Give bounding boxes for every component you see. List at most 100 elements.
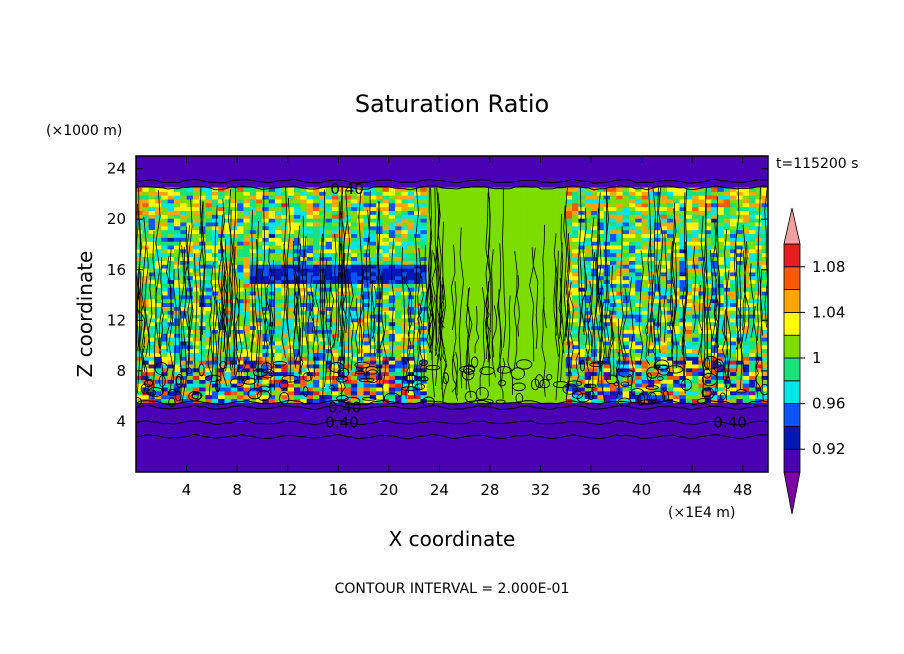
heatmap-cell [331,291,339,296]
heatmap-cell [224,199,232,204]
heatmap-cell [628,191,636,196]
heatmap-cell [243,306,251,311]
heatmap-cell [685,264,693,269]
heatmap-cell [325,214,333,219]
heatmap-cell [559,352,567,357]
heatmap-cell [641,356,649,361]
heatmap-cell [142,187,150,192]
heatmap-cell [527,310,535,315]
heatmap-cell [312,356,320,361]
heatmap-cell [249,268,257,273]
heatmap-cell [584,283,592,288]
heatmap-cell [591,295,598,300]
heatmap-cell [540,210,548,215]
heatmap-cell [262,206,270,212]
heatmap-cell [300,348,308,353]
heatmap-cell [287,248,295,254]
heatmap-cell [319,214,326,219]
heatmap-cell [363,245,371,250]
heatmap-cell [458,291,466,296]
heatmap-cell [660,214,668,219]
heatmap-cell [388,298,396,304]
heatmap-cell [477,195,484,200]
heatmap-cell [230,306,238,311]
heatmap-cell [521,348,529,353]
heatmap-cell [628,344,636,350]
heatmap-cell [325,264,333,269]
heatmap-cell [597,352,605,357]
heatmap-cell [464,202,472,208]
heatmap-cell [426,371,434,377]
heatmap-cell [161,256,168,261]
heatmap-cell [572,214,579,219]
heatmap-cell [489,233,497,238]
heatmap-cell [325,233,333,238]
heatmap-cell [256,379,263,384]
heatmap-cell [647,275,655,281]
heatmap-cell [281,314,289,319]
heatmap-cell [641,237,649,242]
heatmap-cell [369,187,377,192]
heatmap-cell [249,379,257,384]
heatmap-cell [647,364,655,369]
heatmap-cell [515,241,522,246]
heatmap-cell [180,367,187,373]
heatmap-cell [622,356,630,361]
heatmap-cell [256,310,263,315]
heatmap-cell [136,394,143,400]
heatmap-cell [628,348,636,353]
heatmap-cell [508,195,516,200]
heatmap-cell [148,302,156,307]
heatmap-cell [243,325,251,330]
heatmap-cell [641,318,649,323]
heatmap-cell [243,383,251,388]
heatmap-cell [256,333,263,338]
heatmap-cell [382,287,390,292]
heatmap-cell [338,202,345,208]
heatmap-cell [306,337,314,342]
heatmap-cell [578,256,586,261]
heatmap-cell [464,191,472,196]
heatmap-cell [426,202,434,208]
heatmap-cell [312,321,320,327]
heatmap-cell [622,337,630,342]
heatmap-cell [173,218,181,223]
heatmap-cell [420,364,428,369]
heatmap-cell [300,191,308,196]
heatmap-cell [388,302,396,307]
heatmap-cell [666,275,674,281]
heatmap-cell [559,371,567,377]
heatmap-cell [515,341,522,346]
heatmap-cell [136,206,143,212]
heatmap-cell [458,252,466,258]
heatmap-cell [268,225,276,231]
heatmap-cell [148,206,156,212]
heatmap-cell [205,310,213,315]
heatmap-cell [584,275,592,281]
heatmap-cell [578,337,586,342]
heatmap-cell [142,199,150,204]
heatmap-cell [654,356,661,361]
heatmap-cell [527,229,535,235]
heatmap-cell [395,272,402,277]
heatmap-cell [205,298,213,304]
heatmap-cell [616,229,624,235]
heatmap-cell [395,195,402,200]
heatmap-cell [300,218,308,223]
heatmap-cell [281,337,289,342]
heatmap-cell [300,272,308,277]
heatmap-cell [192,252,200,258]
heatmap-cell [237,379,244,384]
heatmap-cell [142,206,150,212]
heatmap-cell [635,275,642,281]
heatmap-cell [470,191,478,196]
heatmap-cell [148,210,156,215]
heatmap-cell [685,295,693,300]
heatmap-cell [224,237,232,242]
heatmap-cell [287,298,295,304]
heatmap-cell [597,283,605,288]
heatmap-cell [584,229,592,235]
heatmap-cell [433,214,440,219]
heatmap-cell [534,360,541,365]
heatmap-cell [401,225,409,231]
